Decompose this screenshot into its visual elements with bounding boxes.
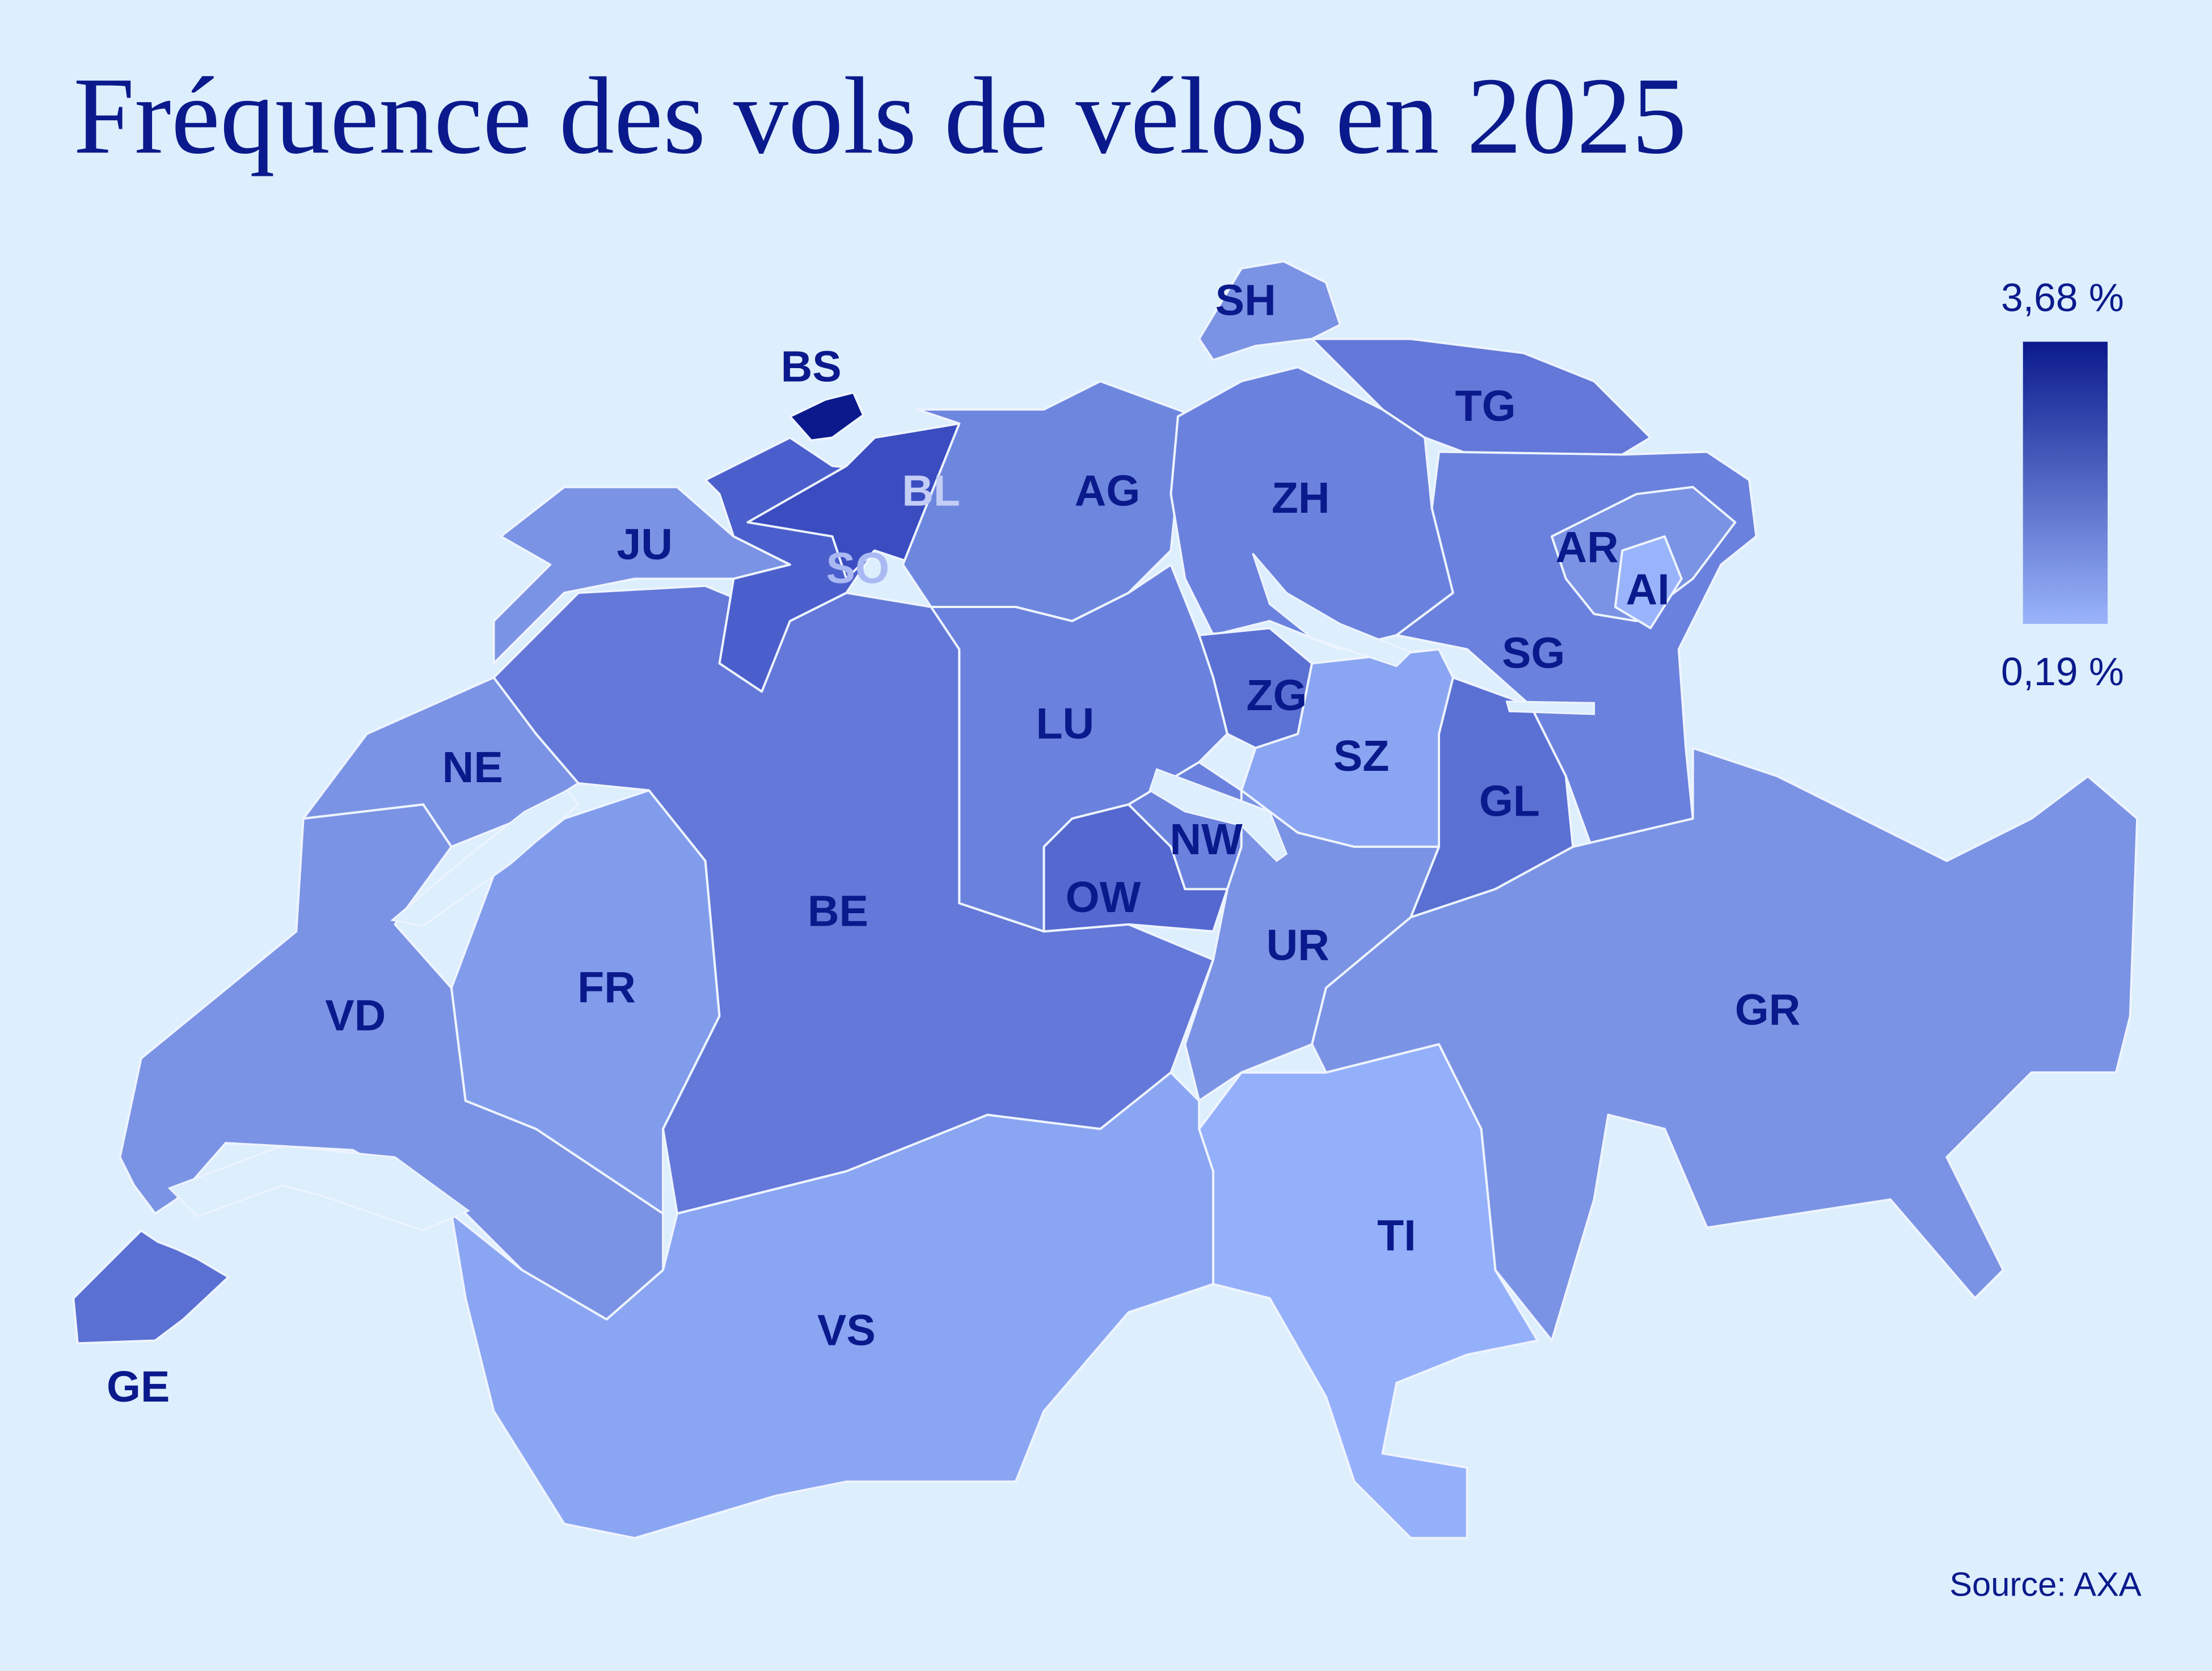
- canton-label: SG: [1502, 628, 1565, 677]
- legend-max-label: 3,68 %: [2001, 276, 2124, 320]
- canton-label: GE: [107, 1362, 170, 1411]
- canton: [1198, 1043, 1539, 1539]
- canton-label: SZ: [1333, 732, 1390, 780]
- canton-label: AR: [1555, 523, 1618, 572]
- canton: [1198, 260, 1341, 361]
- canton-label: NE: [442, 743, 503, 792]
- canton: [1311, 337, 1652, 460]
- canton-label: OW: [1066, 873, 1141, 922]
- canton-label: BL: [902, 466, 960, 515]
- canton-label: GL: [1479, 777, 1540, 826]
- canton: [72, 1229, 230, 1345]
- canton-label: NW: [1170, 815, 1243, 864]
- canton-label: JU: [617, 520, 673, 569]
- canton: [788, 391, 865, 442]
- cantons: [72, 260, 2139, 1539]
- canton-label: SH: [1215, 276, 1276, 325]
- canton: [930, 563, 1229, 933]
- canton-label: VD: [325, 991, 386, 1040]
- canton-label: ZH: [1272, 474, 1330, 522]
- lake: [1149, 768, 1288, 862]
- canton-label: SO: [826, 544, 889, 593]
- lakes: [167, 552, 1595, 1232]
- canton-label: BS: [781, 343, 842, 391]
- canton-label: LU: [1036, 699, 1094, 748]
- canton-label: UR: [1267, 921, 1329, 969]
- canton-label: BE: [808, 887, 868, 936]
- canton-label: TI: [1377, 1212, 1416, 1260]
- legend-min-label: 0,19 %: [2001, 649, 2124, 694]
- canton: [1042, 803, 1229, 933]
- title: Fréquence des vols de vélos en 2025: [73, 54, 1687, 176]
- canton-label: AI: [1626, 566, 1670, 614]
- lake: [390, 789, 580, 927]
- canton: [1184, 789, 1440, 1102]
- legend-scale: [2023, 341, 2108, 624]
- canton-label: FR: [577, 963, 636, 1012]
- lake: [167, 1145, 470, 1232]
- canton-label: VS: [817, 1306, 876, 1354]
- lake: [1252, 552, 1412, 668]
- lake: [1505, 701, 1595, 715]
- canton: [1614, 535, 1683, 630]
- canton-label: GR: [1735, 986, 1801, 1035]
- canton-label: ZG: [1246, 671, 1307, 720]
- canton-label: TG: [1455, 382, 1516, 431]
- canton-label: AG: [1075, 466, 1141, 515]
- source: Source: AXA: [1949, 1565, 2142, 1604]
- canton: [492, 486, 791, 665]
